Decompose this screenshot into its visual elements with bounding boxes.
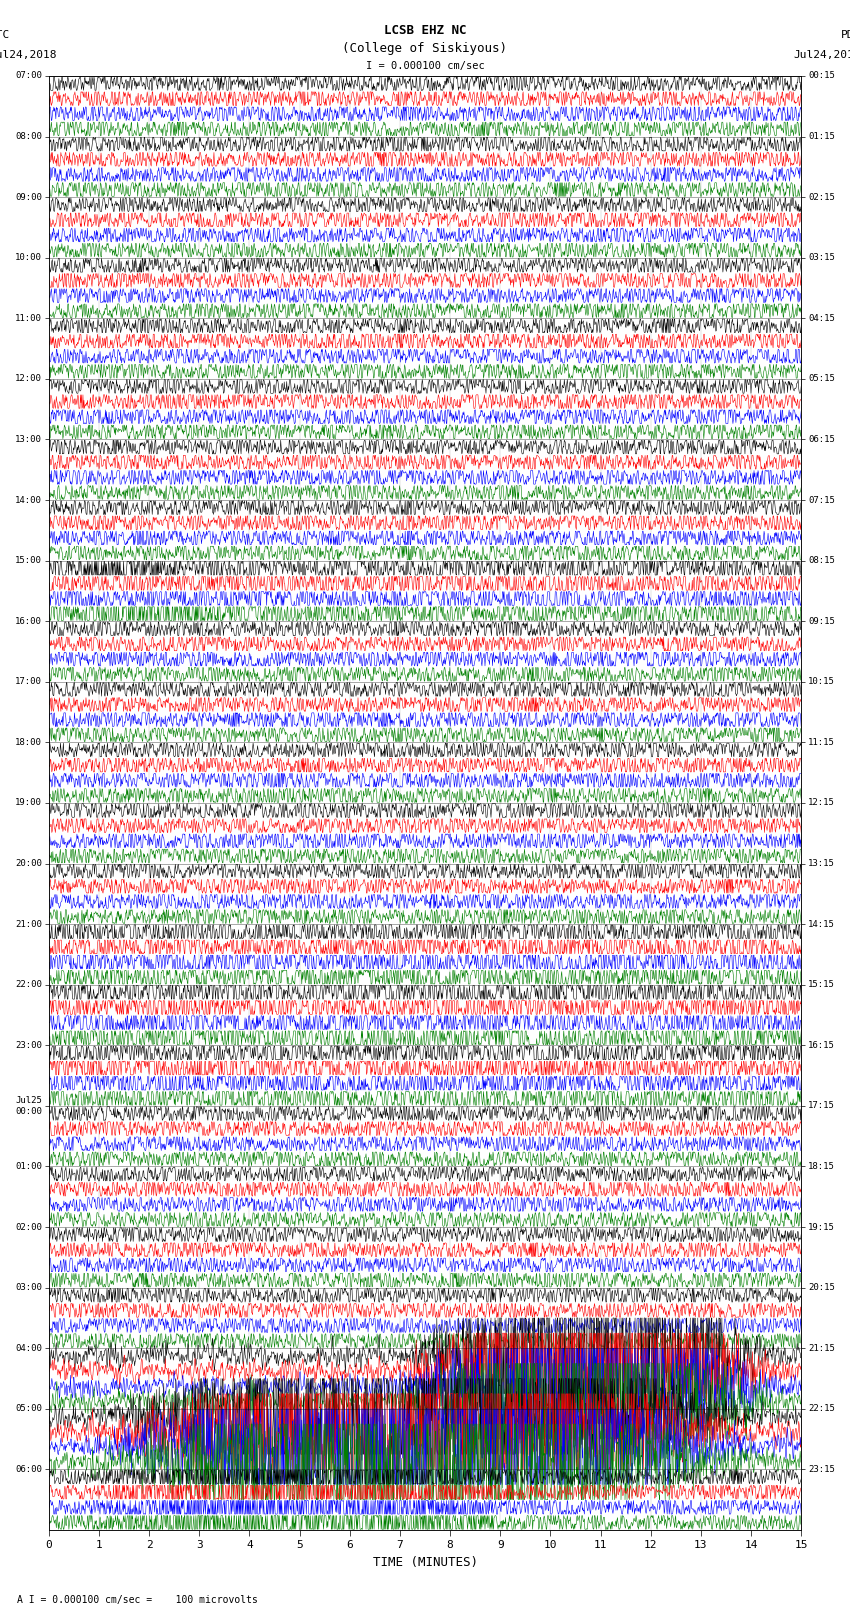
Text: PDT: PDT [841, 31, 850, 40]
Text: Jul24,2018: Jul24,2018 [793, 50, 850, 60]
Text: A I = 0.000100 cm/sec =    100 microvolts: A I = 0.000100 cm/sec = 100 microvolts [17, 1595, 258, 1605]
Text: I = 0.000100 cm/sec: I = 0.000100 cm/sec [366, 61, 484, 71]
Text: Jul24,2018: Jul24,2018 [0, 50, 57, 60]
X-axis label: TIME (MINUTES): TIME (MINUTES) [372, 1557, 478, 1569]
Text: UTC: UTC [0, 31, 9, 40]
Text: (College of Siskiyous): (College of Siskiyous) [343, 42, 507, 55]
Text: LCSB EHZ NC: LCSB EHZ NC [383, 24, 467, 37]
